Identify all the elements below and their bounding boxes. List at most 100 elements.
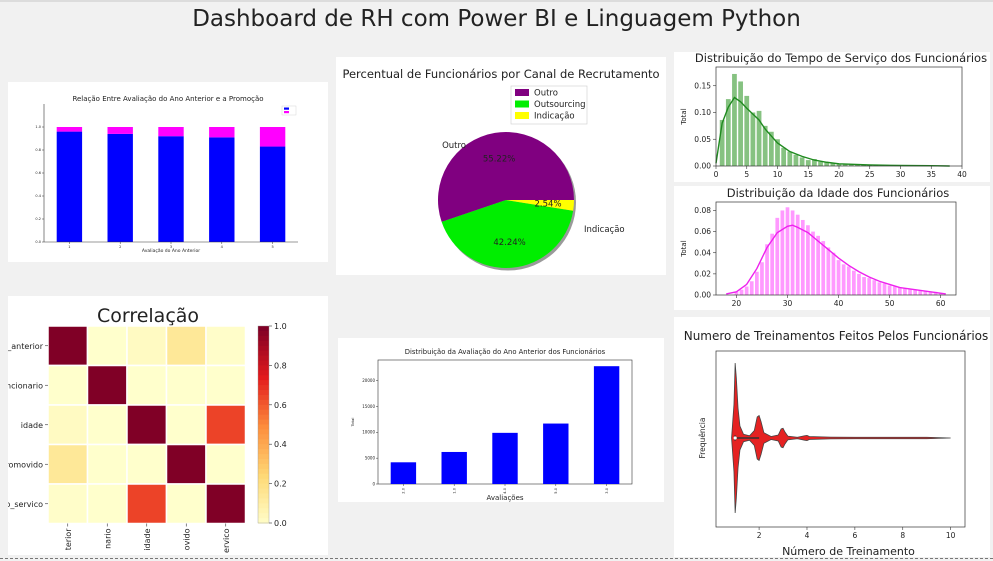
histogram-bar	[928, 291, 933, 295]
x-axis-label: Avaliações	[486, 494, 523, 502]
axes-frame	[715, 201, 957, 296]
bar-nao-promovido	[209, 137, 235, 242]
x-tick-label: 40	[834, 299, 844, 308]
legend-swatch	[284, 111, 289, 114]
heatmap-cell	[86, 404, 128, 446]
histogram-bar	[734, 291, 739, 295]
y-tick-label: 0.04	[694, 248, 711, 257]
x-tick-label: 4	[221, 245, 224, 249]
panel-canal: Percentual de Funcionários por Canal de …	[336, 57, 666, 275]
x-tick-label: 10	[946, 531, 956, 540]
heatmap-cell	[47, 364, 89, 406]
histogram-bar	[744, 286, 749, 295]
legend-swatch	[515, 100, 529, 108]
heatmap-cell	[205, 364, 247, 406]
x-tick-label: 2	[757, 531, 762, 540]
histogram-bar	[811, 231, 815, 295]
heatmap-cell	[86, 364, 128, 406]
histogram-bar	[897, 287, 902, 295]
histogram-bar	[852, 270, 856, 295]
colorbar-tick-label: 0.0	[274, 519, 287, 528]
y-tick-label: 0.05	[694, 135, 711, 144]
chart-idade: Distribuição da Idade dos Funcionários 20…	[680, 186, 957, 308]
kde-line	[726, 224, 946, 295]
y-tick-label: 0.8	[35, 148, 41, 152]
histogram-bar	[836, 163, 842, 166]
heatmap-cell	[126, 325, 168, 367]
y-tick-label: 0	[372, 481, 375, 486]
x-tick-label: 0	[714, 170, 719, 179]
histogram-bar	[857, 273, 861, 295]
colorbar-segment	[258, 449, 269, 455]
x-tick-label: 40	[957, 170, 967, 179]
histogram-bar	[908, 288, 912, 295]
histogram-bar	[816, 235, 820, 295]
pie-pct-label: 42.24%	[493, 238, 525, 248]
panel-treinamentos: Numero de Treinamentos Feitos Pelos Func…	[674, 317, 990, 557]
heatmap-cell	[126, 404, 168, 446]
colorbar-segment	[258, 434, 269, 440]
histogram-bar	[855, 164, 860, 166]
pie-pct-label: 55.22%	[483, 154, 515, 164]
colorbar-segment	[258, 385, 269, 391]
heatmap-cell	[126, 364, 168, 406]
x-tick-label: 15	[803, 170, 813, 179]
colorbar-segment	[258, 404, 269, 411]
colorbar-segment	[258, 439, 269, 445]
x-axis-label: Avaliação do Ano Anterior	[142, 248, 200, 254]
histogram-bar	[750, 112, 756, 166]
colorbar-segment	[258, 498, 269, 504]
histogram-bar	[770, 233, 775, 295]
panel-correlacao: Correlação _anterior ncionario idade romovid…	[8, 296, 328, 555]
bar-promovido	[107, 127, 133, 134]
legend-box	[281, 105, 297, 116]
x-tick-label: 30	[896, 170, 906, 179]
colorbar-segment	[258, 375, 269, 381]
histogram-bar	[756, 110, 762, 166]
panel-avaliacao: Distribuição da Avaliação do Ano Anterio…	[338, 338, 664, 502]
histogram-bar	[754, 271, 759, 295]
colorbar-segment	[258, 365, 269, 371]
x-tick-label: 1.0	[452, 487, 456, 493]
histogram-bar	[818, 161, 823, 166]
col-label: ervico	[222, 528, 231, 553]
histogram-bar	[824, 162, 830, 166]
bar-promovido	[259, 127, 286, 147]
heatmap-cell	[165, 364, 207, 406]
histogram-bar	[812, 159, 817, 166]
histogram-bar	[903, 288, 907, 295]
legend-swatch	[284, 107, 289, 110]
y-tick-label: 10000	[362, 430, 375, 435]
legend-swatch	[515, 112, 529, 119]
chart-title: Numero de Treinamentos Feitos Pelos Func…	[684, 329, 989, 343]
histogram-bar	[790, 210, 795, 295]
colorbar-segment	[258, 513, 269, 519]
heatmap-cell	[126, 443, 168, 485]
histogram-bar	[805, 160, 811, 166]
colorbar-segment	[258, 518, 269, 524]
y-tick-label: 0.15	[694, 81, 711, 90]
colorbar-segment	[258, 429, 269, 435]
histogram-bar	[831, 252, 836, 295]
colorbar-segment	[258, 458, 269, 465]
histogram-bar	[913, 289, 918, 295]
colorbar-tick-label: 1.0	[274, 322, 287, 331]
heatmap-cell	[86, 443, 128, 485]
y-tick-label: 15000	[362, 404, 375, 409]
chart-tempo: Distribuição do Tempo de Serviço dos Fun…	[680, 52, 987, 179]
bar-nao-promovido	[56, 131, 83, 242]
histogram-bar	[795, 214, 800, 295]
chart-title: Correlação	[97, 305, 199, 327]
y-tick-label: 1.0	[35, 125, 41, 129]
pie-label: Outro	[442, 141, 466, 151]
heatmap-cell	[205, 443, 247, 485]
histogram-bar	[923, 290, 928, 295]
col-label: idade	[143, 528, 152, 550]
histogram-bar	[799, 157, 805, 166]
chart-treinamentos: Numero de Treinamentos Feitos Pelos Func…	[684, 329, 989, 557]
y-axis-label: Total	[680, 240, 688, 257]
colorbar-segment	[258, 330, 269, 337]
bar	[593, 366, 620, 484]
histogram-bar	[749, 281, 754, 295]
axes-frame	[715, 350, 966, 528]
